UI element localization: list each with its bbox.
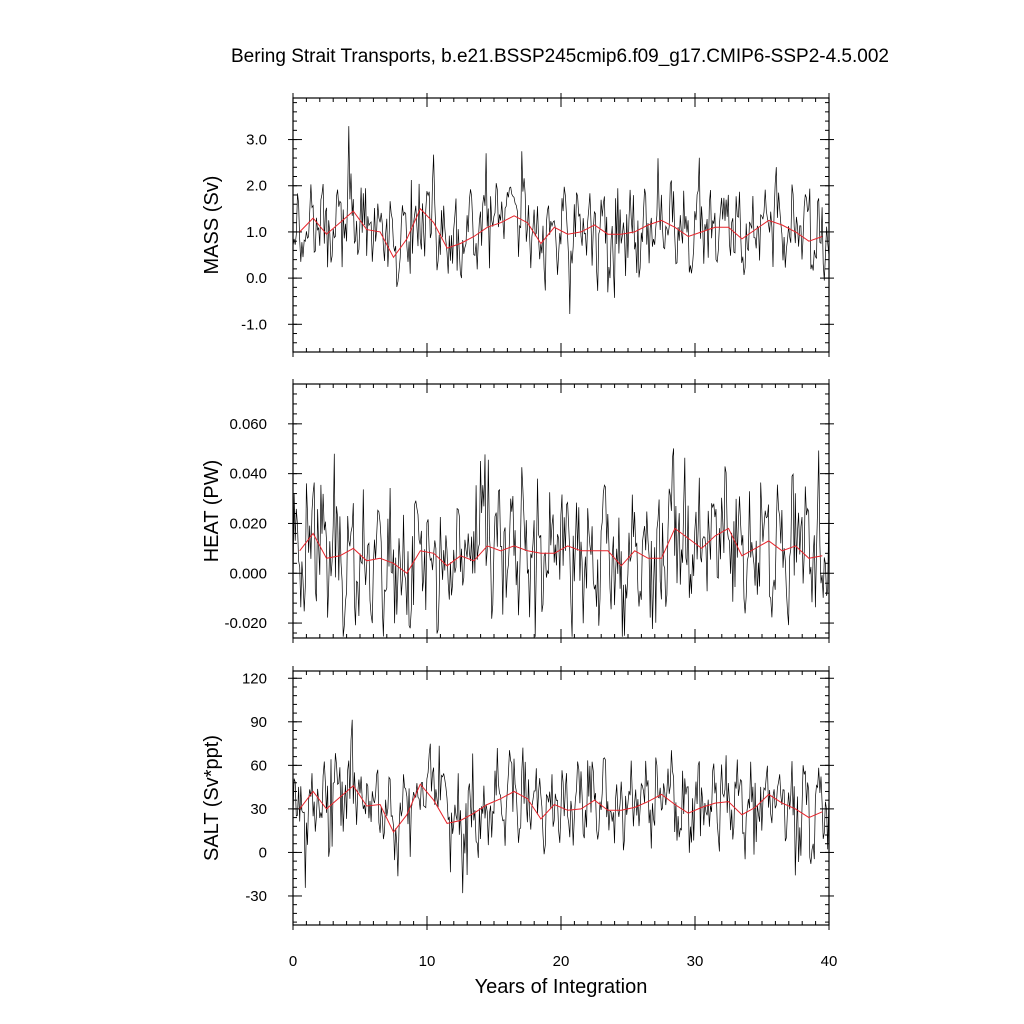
series-annual-salt [299, 783, 823, 834]
y-axis-label-heat: HEAT (PW) [201, 460, 223, 563]
series-monthly-mass [292, 126, 830, 315]
y-tick-label-mass: 1.0 [246, 224, 267, 241]
y-tick-label-mass: 2.0 [246, 178, 267, 195]
y-tick-label-heat: 0.060 [229, 416, 267, 433]
y-tick-label-salt: 0 [259, 844, 267, 861]
x-axis-label: Years of Integration [474, 976, 648, 998]
y-tick-label-salt: -30 [245, 888, 267, 905]
y-tick-label-heat: -0.020 [224, 615, 267, 632]
series-monthly-heat [292, 448, 830, 637]
y-tick-label-salt: 120 [242, 670, 267, 687]
y-tick-label-mass: 0.0 [246, 270, 267, 287]
y-tick-label-mass: 3.0 [246, 132, 267, 149]
x-tick-label: 20 [553, 953, 570, 970]
series-annual-heat [299, 527, 823, 575]
x-tick-label: 10 [419, 953, 436, 970]
panel-mass-frame [292, 97, 830, 353]
series-annual-mass [299, 207, 823, 259]
y-tick-label-salt: 60 [250, 757, 267, 774]
x-tick-label: 40 [821, 953, 838, 970]
y-tick-label-salt: 90 [250, 714, 267, 731]
y-tick-label-mass: -1.0 [241, 316, 267, 333]
y-tick-label-heat: 0.040 [229, 466, 267, 483]
y-axis-label-salt: SALT (Sv*ppt) [201, 735, 223, 861]
x-tick-label: 30 [687, 953, 704, 970]
chart-title: Bering Strait Transports, b.e21.BSSP245c… [231, 46, 889, 67]
y-tick-label-heat: 0.020 [229, 515, 267, 532]
series-monthly-salt [292, 719, 830, 894]
y-tick-label-salt: 30 [250, 801, 267, 818]
y-tick-label-heat: 0.000 [229, 565, 267, 582]
x-tick-label: 0 [289, 953, 297, 970]
y-axis-label-mass: MASS (Sv) [201, 176, 223, 275]
